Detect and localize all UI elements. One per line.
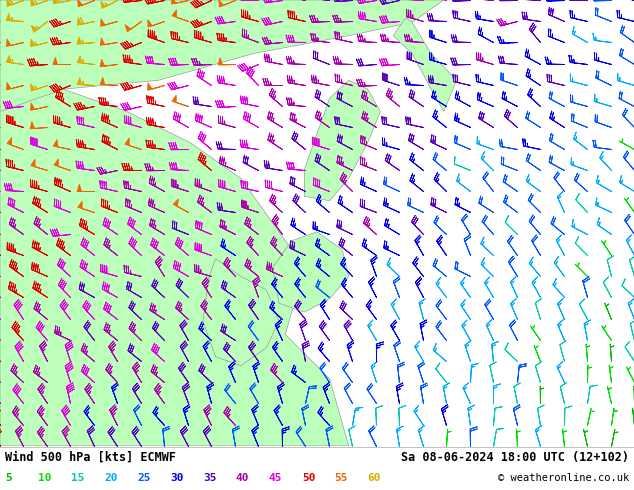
Text: 40: 40 <box>236 473 249 483</box>
Text: 20: 20 <box>104 473 117 483</box>
Text: 25: 25 <box>137 473 150 483</box>
Polygon shape <box>0 0 444 112</box>
Text: © weatheronline.co.uk: © weatheronline.co.uk <box>498 473 629 483</box>
Text: Sa 08-06-2024 18:00 UTC (12+102): Sa 08-06-2024 18:00 UTC (12+102) <box>401 451 629 464</box>
Text: 50: 50 <box>302 473 315 483</box>
Text: 60: 60 <box>368 473 381 483</box>
Text: 15: 15 <box>71 473 84 483</box>
Polygon shape <box>393 18 456 112</box>
Polygon shape <box>203 259 279 366</box>
Polygon shape <box>304 80 380 201</box>
Text: 10: 10 <box>38 473 51 483</box>
Polygon shape <box>273 232 349 312</box>
Text: 35: 35 <box>203 473 216 483</box>
Text: 45: 45 <box>269 473 282 483</box>
Text: 55: 55 <box>335 473 348 483</box>
Text: 30: 30 <box>170 473 183 483</box>
Text: 5: 5 <box>5 473 12 483</box>
Text: Wind 500 hPa [kts] ECMWF: Wind 500 hPa [kts] ECMWF <box>5 451 176 464</box>
Polygon shape <box>0 67 349 446</box>
